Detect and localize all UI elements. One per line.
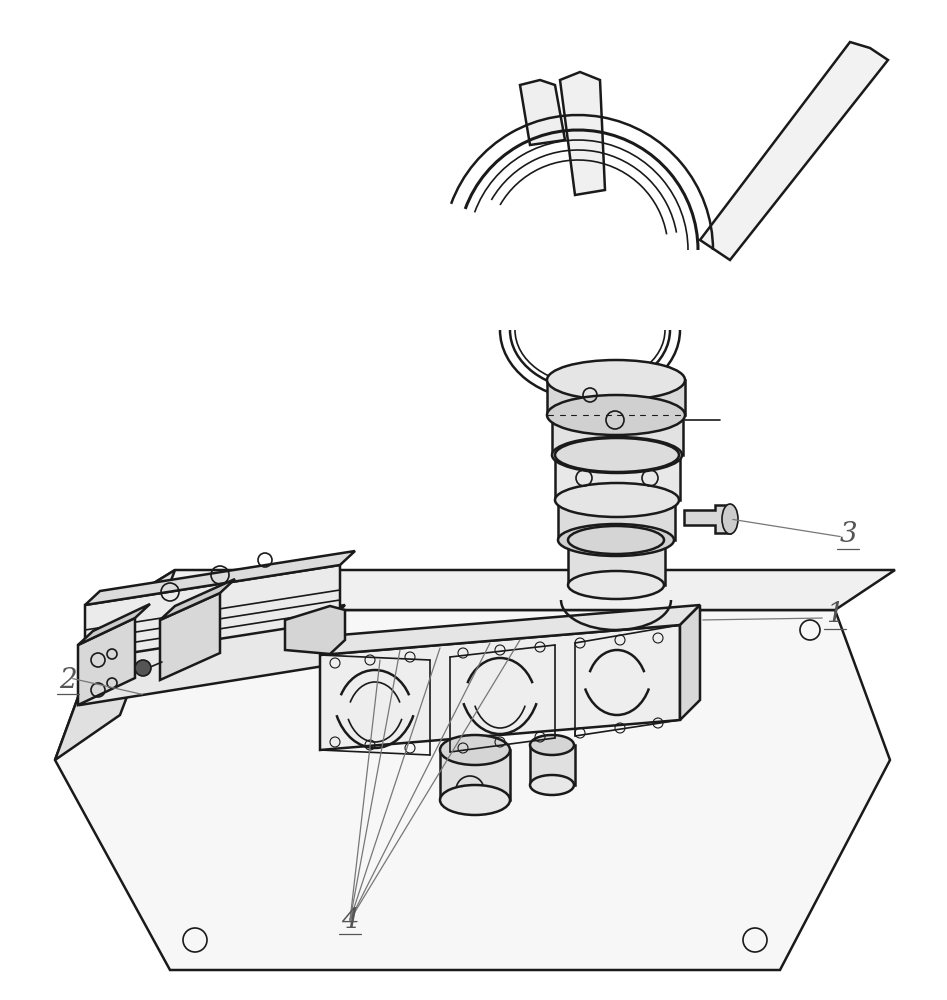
Text: 1: 1 — [826, 601, 844, 629]
Polygon shape — [530, 745, 575, 785]
Polygon shape — [700, 42, 888, 260]
Polygon shape — [85, 565, 340, 660]
Polygon shape — [568, 540, 665, 585]
Polygon shape — [440, 750, 510, 800]
Ellipse shape — [547, 395, 685, 435]
Polygon shape — [320, 625, 680, 750]
Polygon shape — [80, 620, 330, 705]
Text: 3: 3 — [839, 522, 857, 548]
Ellipse shape — [568, 526, 664, 554]
Polygon shape — [55, 570, 175, 760]
Polygon shape — [555, 455, 680, 500]
Ellipse shape — [568, 571, 664, 599]
Ellipse shape — [558, 524, 674, 556]
Ellipse shape — [722, 504, 738, 534]
Polygon shape — [285, 606, 345, 654]
Ellipse shape — [440, 785, 510, 815]
Polygon shape — [558, 500, 675, 540]
Ellipse shape — [440, 735, 510, 765]
Polygon shape — [320, 605, 700, 655]
Polygon shape — [78, 618, 135, 705]
Polygon shape — [547, 380, 685, 415]
Ellipse shape — [555, 483, 679, 517]
Polygon shape — [160, 579, 235, 620]
Ellipse shape — [530, 735, 574, 755]
Circle shape — [135, 660, 151, 676]
Ellipse shape — [530, 775, 574, 795]
Polygon shape — [55, 610, 890, 970]
Polygon shape — [78, 604, 150, 645]
Polygon shape — [85, 551, 355, 605]
Text: 4: 4 — [341, 906, 359, 934]
Text: 2: 2 — [59, 666, 77, 694]
Polygon shape — [160, 593, 220, 680]
Polygon shape — [80, 605, 345, 660]
Polygon shape — [552, 415, 683, 455]
Polygon shape — [520, 80, 565, 145]
Ellipse shape — [555, 438, 679, 472]
Polygon shape — [560, 72, 605, 195]
Ellipse shape — [552, 437, 682, 473]
Polygon shape — [680, 605, 700, 720]
Ellipse shape — [547, 360, 685, 400]
Polygon shape — [684, 505, 730, 533]
Polygon shape — [110, 570, 895, 610]
